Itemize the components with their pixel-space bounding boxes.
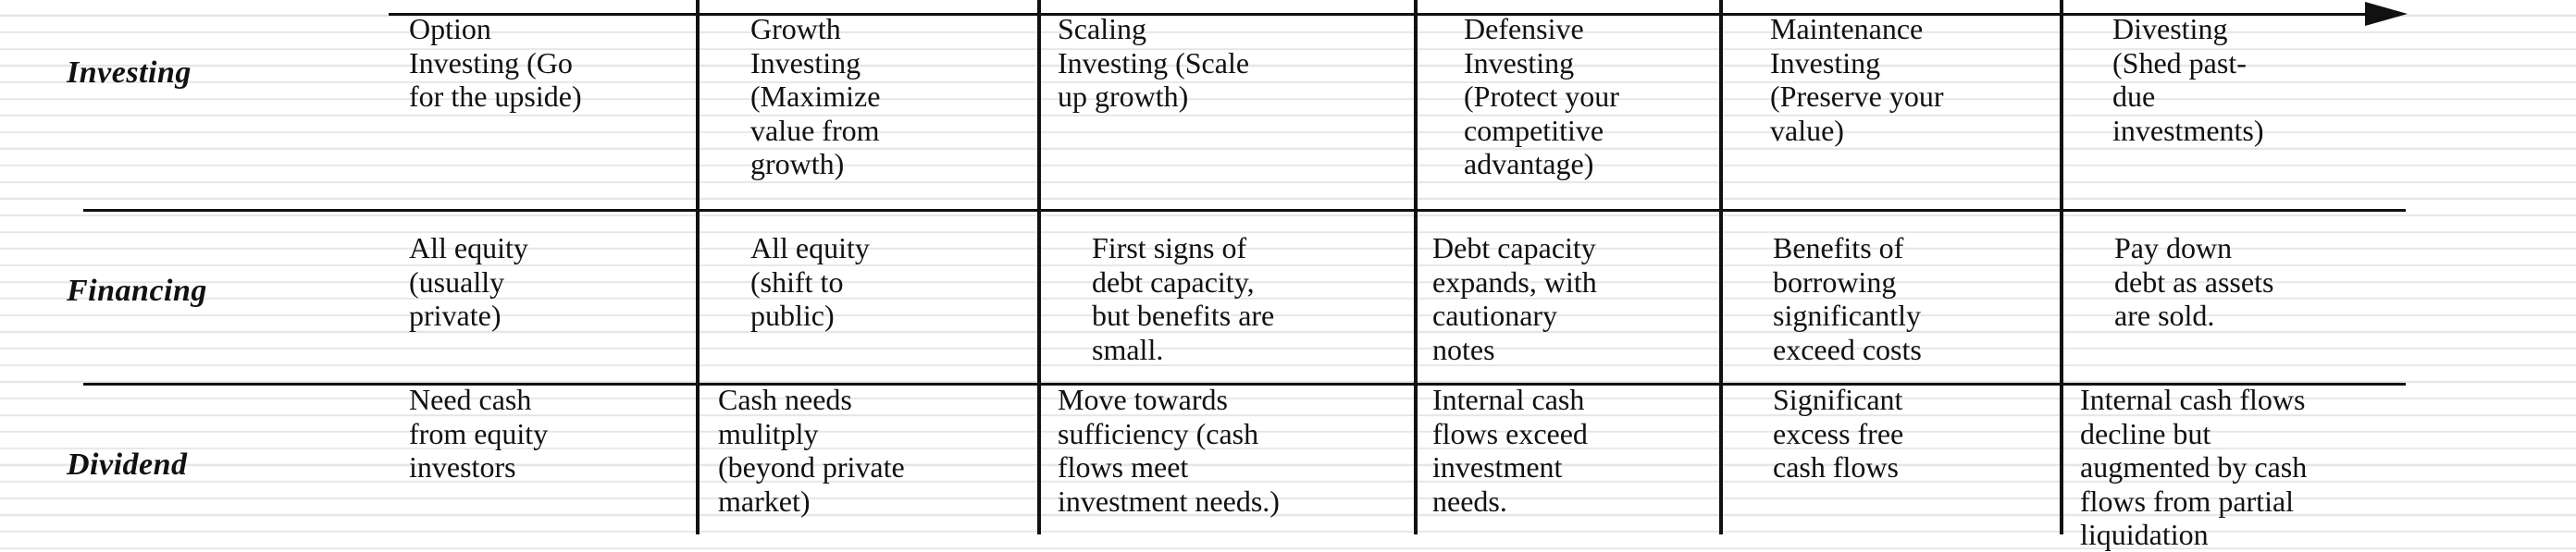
cell-dividend-growth: Cash needs mulitply (beyond private mark… bbox=[718, 383, 905, 518]
column-divider-4 bbox=[1719, 0, 1723, 534]
cell-financing-scaling: First signs of debt capacity, but benefi… bbox=[1092, 231, 1275, 366]
column-divider-5 bbox=[2060, 0, 2063, 534]
column-divider-2 bbox=[1037, 0, 1041, 534]
cell-investing-divesting: Divesting (Shed past- due investments) bbox=[2112, 12, 2264, 147]
cell-investing-defensive: Defensive Investing (Protect your compet… bbox=[1464, 12, 1619, 180]
cell-financing-divesting: Pay down debt as assets are sold. bbox=[2114, 231, 2274, 332]
cell-investing-growth: Growth Investing (Maximize value from gr… bbox=[750, 12, 881, 180]
row-label-dividend: Dividend bbox=[67, 448, 188, 482]
cell-dividend-divesting: Internal cash flows decline but augmente… bbox=[2080, 383, 2308, 551]
cell-dividend-defensive: Internal cash flows exceed investment ne… bbox=[1432, 383, 1588, 518]
row-divider-2 bbox=[83, 383, 2406, 386]
cell-financing-defensive: Debt capacity expands, with cautionary n… bbox=[1432, 231, 1597, 366]
cell-investing-option: Option Investing (Go for the upside) bbox=[409, 12, 582, 113]
cell-financing-maintenance: Benefits of borrowing significantly exce… bbox=[1773, 231, 1922, 366]
cell-dividend-scaling: Move towards sufficiency (cash flows mee… bbox=[1058, 383, 1280, 518]
cell-dividend-maintenance: Significant excess free cash flows bbox=[1773, 383, 1904, 484]
row-label-financing: Financing bbox=[67, 274, 207, 308]
row-label-investing: Investing bbox=[67, 55, 192, 90]
cell-investing-maintenance: Maintenance Investing (Preserve your val… bbox=[1770, 12, 1944, 147]
top-arrow-line bbox=[389, 13, 2396, 16]
cell-financing-option: All equity (usually private) bbox=[409, 231, 528, 332]
cell-dividend-option: Need cash from equity investors bbox=[409, 383, 549, 484]
arrow-head bbox=[2365, 2, 2408, 26]
cell-investing-scaling: Scaling Investing (Scale up growth) bbox=[1058, 12, 1250, 113]
column-divider-3 bbox=[1414, 0, 1418, 534]
column-divider-1 bbox=[696, 0, 700, 534]
row-divider-1 bbox=[83, 209, 2406, 212]
cell-financing-growth: All equity (shift to public) bbox=[750, 231, 870, 332]
